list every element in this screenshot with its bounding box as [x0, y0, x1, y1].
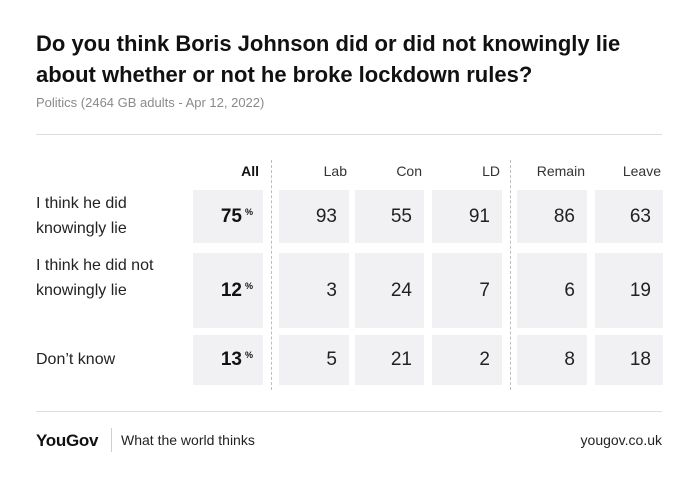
chart-subtitle: Politics (2464 GB adults - Apr 12, 2022)	[36, 95, 265, 110]
cell-all-value: 12	[220, 279, 242, 301]
row-label: I think he did knowingly lie	[36, 195, 127, 237]
cell-ld: 7	[432, 253, 502, 328]
cell-con: 21	[355, 335, 424, 385]
footer-separator	[111, 428, 112, 452]
top-divider	[36, 134, 662, 135]
row-label: Don’t know	[36, 351, 116, 368]
column-header-lab: Lab	[323, 163, 347, 179]
column-divider-2	[510, 160, 511, 390]
cell-con: 24	[355, 253, 424, 328]
cell-ld: 91	[432, 190, 502, 243]
yougov-logo[interactable]: YouGov	[36, 431, 99, 450]
cell-all-value: 13	[220, 349, 242, 370]
percent-sign: %	[244, 206, 253, 217]
column-header-all: All	[241, 163, 259, 179]
cell-ld: 2	[432, 335, 502, 385]
chart-title: Do you think Boris Johnson did or did no…	[36, 31, 621, 87]
percent-sign: %	[244, 280, 253, 291]
percent-sign: %	[244, 350, 253, 360]
column-divider-1	[271, 160, 272, 390]
cell-con: 55	[355, 190, 424, 243]
cell-remain: 86	[517, 190, 587, 243]
cell-all: 13%	[193, 335, 263, 385]
cell-leave: 18	[595, 335, 663, 385]
cell-all: 12%	[193, 253, 263, 328]
row-label: I think he did not knowingly lie	[36, 257, 154, 299]
cell-all: 75%	[193, 190, 263, 243]
cell-remain: 8	[517, 335, 587, 385]
footer-url-link[interactable]: yougov.co.uk	[580, 432, 662, 448]
bottom-divider	[36, 411, 662, 412]
cell-lab: 93	[279, 190, 349, 243]
cell-all-value: 75	[220, 205, 242, 227]
column-header-leave: Leave	[622, 163, 661, 179]
cell-leave: 63	[595, 190, 663, 243]
cell-remain: 6	[517, 253, 587, 328]
footer-tagline: What the world thinks	[121, 432, 255, 448]
column-header-remain: Remain	[536, 163, 585, 179]
cell-leave: 19	[595, 253, 663, 328]
column-header-ld: LD	[482, 163, 500, 179]
cell-lab: 5	[279, 335, 349, 385]
column-header-con: Con	[396, 163, 422, 179]
cell-lab: 3	[279, 253, 349, 328]
